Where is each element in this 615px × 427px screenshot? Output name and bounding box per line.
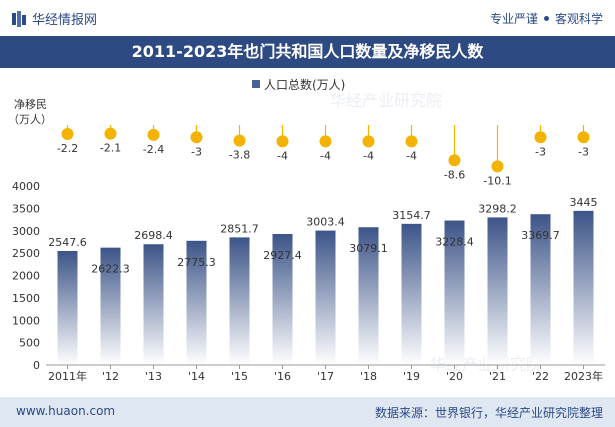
migration-value-label: -8.6 bbox=[444, 168, 465, 181]
migration-dot bbox=[405, 135, 418, 148]
watermark: 华经产业研究院 bbox=[330, 91, 442, 110]
population-bar bbox=[272, 233, 293, 365]
migration-dot bbox=[577, 131, 590, 144]
migration-value-label: -2.4 bbox=[143, 143, 164, 156]
population-bar bbox=[401, 223, 422, 365]
data-labels: 2547.6 -2.2 2622.3 -2.1 2698.4 -2.4 2775.3 -3 28… bbox=[48, 142, 597, 276]
population-value-label: 3445 bbox=[570, 196, 598, 209]
x-tick-label: '14 bbox=[188, 370, 205, 383]
population-bar bbox=[100, 247, 121, 365]
migration-value-label: -4 bbox=[320, 149, 331, 162]
population-bar bbox=[487, 217, 508, 365]
population-value-label: 3003.4 bbox=[306, 216, 345, 229]
migration-value-label: -4 bbox=[363, 149, 374, 162]
migration-dot bbox=[448, 154, 461, 167]
x-tick-label: '19 bbox=[403, 370, 420, 383]
population-bar bbox=[444, 220, 465, 365]
migration-dot bbox=[233, 134, 246, 147]
legend: 人口总数(万人) bbox=[252, 77, 345, 92]
footer-source: 数据来源：世界银行，华经产业研究院整理 bbox=[374, 406, 603, 420]
y-tick-label: 3500 bbox=[12, 202, 40, 215]
migration-dot bbox=[104, 127, 117, 140]
population-bar bbox=[530, 214, 551, 365]
x-tick-label: '13 bbox=[145, 370, 162, 383]
migration-value-label: -3 bbox=[535, 145, 546, 158]
y-tick-label: 4000 bbox=[12, 180, 40, 193]
y-tick-label: 3000 bbox=[12, 225, 40, 238]
x-tick-label: '12 bbox=[102, 370, 119, 383]
x-tick-label: '20 bbox=[446, 370, 463, 383]
population-value-label: 2927.4 bbox=[263, 249, 302, 262]
x-tick-label: 2011年 bbox=[48, 369, 87, 383]
x-tick-label: '17 bbox=[317, 370, 334, 383]
migration-dot bbox=[276, 135, 289, 148]
slogan-dot-icon bbox=[543, 16, 549, 21]
brand: 华经情报网 bbox=[12, 9, 97, 28]
migration-value-label: -10.1 bbox=[483, 174, 511, 187]
population-bar bbox=[358, 227, 379, 365]
migration-value-label: -3 bbox=[578, 145, 589, 158]
migration-dot bbox=[319, 135, 332, 148]
migration-dot bbox=[147, 128, 160, 141]
y-tick-label: 0 bbox=[33, 359, 40, 372]
net-migration-axis-label-line2: （万人） bbox=[8, 113, 52, 126]
migration-value-label: -3 bbox=[191, 145, 202, 158]
migration-value-label: -2.2 bbox=[57, 142, 78, 155]
population-bar bbox=[229, 237, 250, 365]
migration-dots bbox=[61, 127, 590, 173]
x-tick-label: '18 bbox=[360, 370, 377, 383]
population-bar bbox=[186, 240, 207, 365]
population-bar bbox=[315, 230, 336, 365]
x-tick-label: '22 bbox=[532, 370, 549, 383]
x-tick-label: '15 bbox=[231, 370, 248, 383]
population-bar bbox=[143, 244, 164, 365]
migration-dot bbox=[534, 131, 547, 144]
migration-value-label: -4 bbox=[277, 149, 288, 162]
population-value-label: 2851.7 bbox=[220, 222, 259, 235]
slogan-right: 客观科学 bbox=[554, 12, 603, 26]
x-tick-label: '21 bbox=[489, 370, 506, 383]
axes: 0 500 1000 1500 2000 2500 3000 3500 4000 2011年 '12… bbox=[12, 180, 605, 383]
net-migration-axis-label-line1: 净移民 bbox=[14, 97, 47, 111]
population-value-label: 3298.2 bbox=[478, 202, 517, 215]
population-value-label: 2547.6 bbox=[48, 236, 87, 249]
population-bar bbox=[573, 210, 594, 365]
migration-dot bbox=[491, 160, 504, 173]
population-value-label: 3079.1 bbox=[349, 242, 388, 255]
x-tick-label: 2023年 bbox=[564, 369, 603, 383]
brand-logo-icon bbox=[12, 10, 26, 27]
y-tick-label: 2000 bbox=[12, 270, 40, 283]
population-value-label: 3228.4 bbox=[435, 236, 474, 249]
slogan: 专业严谨 客观科学 bbox=[490, 10, 603, 27]
y-tick-label: 1000 bbox=[12, 314, 40, 327]
y-tick-label: 500 bbox=[19, 337, 40, 350]
chart-title: 2011-2023年也门共和国人口数量及净移民人数 bbox=[0, 36, 615, 68]
legend-swatch bbox=[252, 80, 260, 88]
migration-dot bbox=[61, 128, 74, 141]
migration-value-label: -2.1 bbox=[100, 142, 121, 155]
top-bar: 华经情报网 专业严谨 客观科学 bbox=[0, 0, 615, 36]
legend-label: 人口总数(万人) bbox=[264, 77, 345, 92]
migration-value-label: -3.8 bbox=[229, 149, 250, 162]
footer: www.huaon.com 数据来源：世界银行，华经产业研究院整理 bbox=[0, 397, 615, 427]
population-value-label: 2622.3 bbox=[91, 263, 130, 276]
population-value-label: 3369.7 bbox=[521, 229, 560, 242]
population-value-label: 2775.3 bbox=[177, 256, 216, 269]
chart-canvas: 人口总数(万人) 净移民 （万人） 华经产业研究院 华经产业研究院 2547.6… bbox=[8, 77, 605, 383]
population-bar bbox=[57, 250, 78, 365]
bars bbox=[57, 210, 594, 365]
y-tick-label: 2500 bbox=[12, 247, 40, 260]
population-value-label: 2698.4 bbox=[134, 229, 173, 242]
brand-name: 华经情报网 bbox=[32, 13, 98, 28]
slogan-left: 专业严谨 bbox=[489, 12, 538, 26]
migration-dot bbox=[190, 131, 203, 144]
footer-website-link[interactable]: www.huaon.com bbox=[16, 404, 116, 418]
x-tick-label: '16 bbox=[274, 370, 291, 383]
migration-dot bbox=[362, 135, 375, 148]
y-tick-label: 1500 bbox=[12, 292, 40, 305]
population-value-label: 3154.7 bbox=[392, 209, 431, 222]
migration-value-label: -4 bbox=[406, 149, 417, 162]
